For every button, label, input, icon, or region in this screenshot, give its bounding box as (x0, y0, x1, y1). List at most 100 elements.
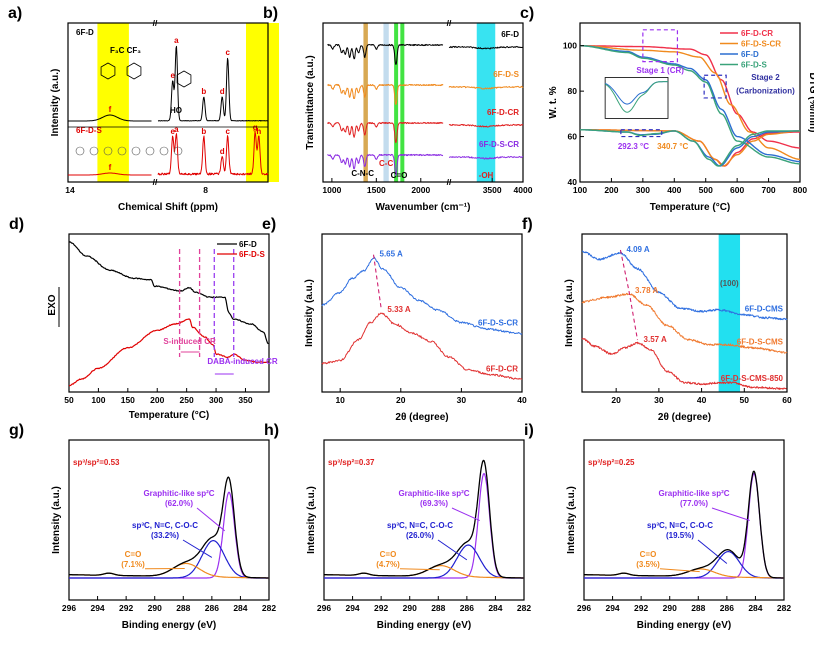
x-tick-label: 3500 (483, 185, 502, 195)
leader-line (659, 568, 700, 573)
y-tick-label: 80 (568, 86, 578, 96)
temp-label-2: 340.7 °C (657, 142, 688, 151)
leader-line (399, 568, 440, 571)
component-sp3 (584, 550, 784, 579)
band-C=O (400, 23, 405, 182)
panel-label: d) (9, 216, 24, 233)
component-label: C=O (125, 550, 142, 559)
series-6F-D-S (448, 85, 524, 90)
x-tick-label: 150 (121, 395, 135, 405)
x-tick-label: 294 (605, 603, 619, 613)
ratio-label: sp³/sp²=0.25 (588, 458, 635, 467)
series-label: 6F-D (501, 30, 519, 39)
leader-line (437, 539, 468, 561)
peak-label: 5.65 A (380, 250, 403, 259)
ring (103, 146, 113, 156)
series-6F-D-CR (321, 312, 523, 380)
series-6F-D (448, 45, 524, 50)
y-tick-label: 100 (563, 41, 577, 51)
peak-label: d (220, 87, 225, 96)
y-axis-label: Intensity (a.u.) (51, 486, 62, 554)
tga-6F-D-S-CR (580, 45, 801, 160)
series-6F-D-S-CMS (581, 292, 788, 354)
series-label: 6F-D-CR (486, 364, 518, 373)
series-6F-D-CR (327, 121, 444, 144)
x-tick-label: 294 (90, 603, 104, 613)
axis-break: // (153, 177, 158, 187)
peak-label: 4.09 A (626, 245, 649, 254)
series-label: 6F-D-CMS (745, 304, 784, 313)
leader-line (711, 507, 750, 521)
peak-label: f (109, 163, 112, 172)
plot-frame (323, 439, 525, 601)
peak-label: h (256, 127, 261, 136)
x-tick-label: 50 (64, 395, 74, 405)
x-axis-label: Chemical Shift (ppm) (118, 202, 218, 213)
series-label: 6F-D-S-CR (479, 140, 519, 149)
x-tick-label: 290 (148, 603, 162, 613)
y-axis-label: Intensity (a.u.) (566, 486, 577, 554)
x-tick-label: 286 (720, 603, 734, 613)
x-axis-label: Binding energy (eV) (377, 620, 471, 631)
peak-label: 5.33 A (387, 305, 410, 314)
series-6F-D (327, 43, 444, 65)
envelope (324, 459, 524, 579)
series-6F-D-S-CMS-850 (581, 338, 788, 390)
plot-frame (68, 233, 270, 393)
envelope (69, 476, 269, 579)
x-axis-label: Binding energy (eV) (122, 620, 216, 631)
x-tick-label: 288 (176, 603, 190, 613)
x-tick-label: 100 (573, 185, 587, 195)
series-6F-D-CR (448, 123, 524, 128)
x-axis-label: Temperature (°C) (129, 410, 210, 421)
panel-d: d) 6F-D6F-D-S S-induced CR DABA-induced CR 5… (9, 216, 278, 421)
x-tick-label: 290 (403, 603, 417, 613)
panel-b: b) 6F-D 6F-D-S 6F-D-CR 6F-D-S-CR // // C-N-C C-C… (263, 5, 533, 213)
x-tick-label: 40 (517, 395, 527, 405)
x-tick-label: 286 (460, 603, 474, 613)
series-label: 6F-D-S-CR (478, 319, 518, 328)
x-tick-label: 1000 (322, 185, 341, 195)
panel-label: f) (522, 216, 533, 233)
x-tick-label: 292 (634, 603, 648, 613)
panel-h: h) sp³/sp²=0.37 Graphitic-like sp²C(69.3%)… (264, 422, 531, 631)
x-tick-label: 296 (317, 603, 331, 613)
x-tick-label: 50 (740, 395, 750, 405)
s-induced-label: S-induced CR (163, 337, 216, 346)
component-percent: (26.0%) (406, 531, 434, 540)
inset-curve (604, 81, 668, 113)
legend-label: 6F-D-S (239, 250, 265, 259)
x-tick-label: 284 (748, 603, 762, 613)
stage1-label: Stage 1 (CR) (636, 66, 684, 75)
x-tick-label: 30 (457, 395, 467, 405)
peak-label: b (201, 127, 206, 136)
series-label: 6F-D-S (493, 70, 519, 79)
plot-frame (581, 233, 788, 393)
x-tick-label: 14 (65, 185, 75, 195)
x-tick-label: 1500 (367, 185, 386, 195)
x-axis-label: Temperature (°C) (650, 202, 731, 213)
band-label-co: C=O (391, 171, 408, 180)
component-label: sp³C, N=C, C-O-C (132, 521, 198, 530)
band--OH (476, 23, 496, 182)
leader-line (182, 539, 213, 558)
peak-label: c (225, 48, 230, 57)
legend-label: 6F-D-S-CR (741, 40, 781, 49)
x-tick-label: 200 (604, 185, 618, 195)
y-tick-label: 40 (568, 177, 578, 187)
stage2-label: (Carbonization) (736, 86, 795, 95)
component-label: sp³C, N=C, C-O-C (647, 521, 713, 530)
x-tick-label: 286 (205, 603, 219, 613)
peak-label: a (174, 36, 179, 45)
component-label: Graphitic-like sp²C (658, 489, 729, 498)
x-axis-label: 2θ (degree) (658, 412, 711, 423)
series-label: 6F-D-S (76, 126, 102, 135)
series-6F-D-S-CR (321, 256, 523, 335)
x-tick-label: 4000 (514, 185, 533, 195)
ring (159, 146, 169, 156)
series-6F-D-S-CR (448, 155, 524, 160)
benzene-ring (176, 70, 192, 88)
legend-label: 6F-D-CR (741, 29, 773, 38)
